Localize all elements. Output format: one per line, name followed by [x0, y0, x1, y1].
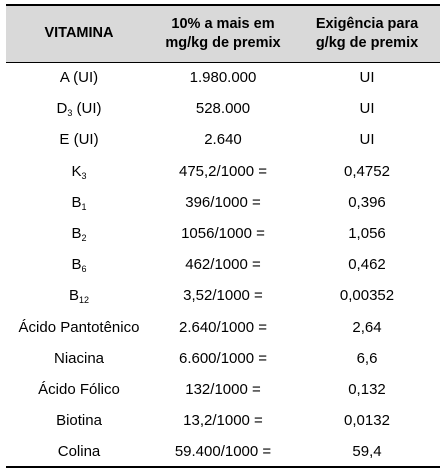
- vitamin-name: Ácido Pantotênico: [18, 318, 140, 336]
- calc-cell: 132/1000 =: [185, 380, 261, 398]
- table-row: A (UI) 1.980.000 UI: [6, 62, 440, 93]
- table-row: Ácido Fólico 132/1000 = 0,132: [6, 374, 440, 405]
- result-cell: 0,396: [348, 193, 386, 211]
- vitamin-name-cell: Biotina: [6, 405, 152, 436]
- vitamin-table: VITAMINA 10% a mais em mg/kg de premix E…: [6, 4, 440, 469]
- vitamin-name: E (UI): [59, 131, 99, 149]
- header-exigencia-line1: Exigência para: [315, 15, 419, 32]
- vitamin-name: B: [71, 256, 82, 274]
- calc-cell: 396/1000 =: [185, 193, 261, 211]
- vitamin-name-cell: K3: [6, 156, 152, 187]
- vitamin-name: A (UI): [59, 69, 99, 87]
- vitamin-name-cell: Colina: [6, 436, 152, 469]
- header-exigencia: Exigência para g/kg de premix: [294, 4, 440, 63]
- vitamin-name-cell: B1: [6, 187, 152, 218]
- result-cell: 6,6: [356, 349, 378, 367]
- vitamin-subscript: 6: [81, 264, 87, 275]
- vitamin-name-cell: Niacina: [6, 343, 152, 374]
- result-cell: 0,4752: [344, 162, 390, 180]
- result-cell: UI: [359, 69, 375, 87]
- table-row: Colina 59.400/1000 = 59,4: [6, 436, 440, 469]
- vitamin-subscript: 3: [81, 170, 87, 181]
- vitamin-name-cell: B2: [6, 218, 152, 249]
- calc-cell: 462/1000 =: [185, 256, 261, 274]
- calc-cell: 3,52/1000 =: [183, 287, 263, 305]
- calc-cell: 59.400/1000 =: [152, 436, 294, 469]
- table-row: B2 1056/1000 = 1,056: [6, 218, 440, 249]
- vitamin-name-cell: B6: [6, 249, 152, 280]
- calc-cell: 13,2/1000 =: [183, 412, 263, 430]
- vitamin-name: B: [68, 287, 79, 305]
- result-cell: 0,00352: [339, 287, 395, 305]
- result-cell: 0,0132: [344, 412, 390, 430]
- table-row: Biotina 13,2/1000 = 0,0132: [6, 405, 440, 436]
- result-cell: UI: [359, 131, 375, 149]
- vitamin-name-suffix: (UI): [72, 100, 102, 118]
- vitamin-name: Ácido Fólico: [38, 380, 120, 398]
- vitamin-name: Niacina: [53, 349, 105, 367]
- vitamin-subscript: 12: [79, 295, 90, 306]
- vitamin-name: B: [71, 193, 82, 211]
- table-row: B6 462/1000 = 0,462: [6, 249, 440, 280]
- vitamin-name: B: [71, 225, 82, 243]
- table-row: B12 3,52/1000 = 0,00352: [6, 280, 440, 311]
- table-body: A (UI) 1.980.000 UI D3 (UI) 528.000 UI E (UI) 2…: [6, 62, 440, 469]
- result-cell: 1,056: [348, 225, 386, 243]
- header-row: VITAMINA 10% a mais em mg/kg de premix E…: [6, 4, 440, 63]
- calc-cell: 2.640/1000 =: [178, 318, 267, 336]
- table-header: VITAMINA 10% a mais em mg/kg de premix E…: [6, 4, 440, 63]
- result-cell: 2,64: [352, 318, 382, 336]
- result-cell: 59,4: [294, 436, 440, 469]
- calc-cell: 1.980.000: [189, 69, 257, 87]
- table-row: Ácido Pantotênico 2.640/1000 = 2,64: [6, 312, 440, 343]
- calc-cell: 2.640: [204, 131, 242, 149]
- vitamin-name: K: [71, 162, 82, 180]
- vitamin-name: Biotina: [56, 412, 102, 430]
- header-vitamina: VITAMINA: [6, 4, 152, 63]
- result-cell: 0,132: [348, 380, 386, 398]
- vitamin-subscript: 2: [81, 233, 87, 244]
- header-10-percent-line2: mg/kg de premix: [165, 34, 281, 51]
- result-cell: UI: [359, 100, 375, 118]
- table-row: K3 475,2/1000 = 0,4752: [6, 156, 440, 187]
- vitamin-subscript: 3: [67, 108, 73, 119]
- calc-cell: 475,2/1000 =: [178, 162, 267, 180]
- header-10-percent-line1: 10% a mais em: [171, 15, 275, 32]
- vitamin-subscript: 1: [81, 201, 87, 212]
- vitamin-name: Colina: [57, 442, 101, 460]
- calc-cell: 1056/1000 =: [181, 225, 265, 243]
- vitamin-name-cell: Ácido Fólico: [6, 374, 152, 405]
- table-row: E (UI) 2.640 UI: [6, 124, 440, 155]
- result-cell: 0,462: [348, 256, 386, 274]
- table-row: Niacina 6.600/1000 = 6,6: [6, 343, 440, 374]
- vitamin-name-cell: A (UI): [6, 62, 152, 93]
- vitamin-name-cell: E (UI): [6, 124, 152, 155]
- vitamin-name-cell: Ácido Pantotênico: [6, 312, 152, 343]
- header-exigencia-line2: g/kg de premix: [315, 34, 419, 51]
- header-10-percent: 10% a mais em mg/kg de premix: [152, 4, 294, 63]
- vitamin-name-cell: D3 (UI): [6, 93, 152, 124]
- vitamin-name-cell: B12: [6, 280, 152, 311]
- table-row: B1 396/1000 = 0,396: [6, 187, 440, 218]
- header-vitamina-line1: VITAMINA: [44, 25, 114, 42]
- table-row: D3 (UI) 528.000 UI: [6, 93, 440, 124]
- calc-cell: 6.600/1000 =: [178, 349, 267, 367]
- calc-cell: 528.000: [195, 100, 251, 118]
- vitamin-name: D: [56, 100, 68, 118]
